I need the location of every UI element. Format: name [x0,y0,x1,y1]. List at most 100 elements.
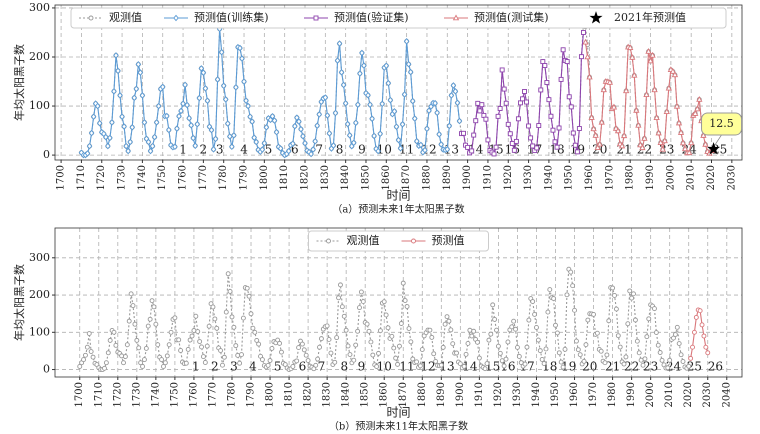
data-point [671,71,679,78]
data-point [233,343,239,349]
callout-arrow [715,134,722,145]
data-point [444,314,450,320]
data-point [328,350,334,356]
data-point [199,344,204,350]
data-point [247,113,253,121]
x-tick-label: 2000 [665,165,676,190]
cycle-label: 12 [420,360,435,374]
data-point [180,100,186,107]
data-point [703,344,709,350]
data-point [193,313,199,319]
data-point [261,139,268,147]
data-point [117,92,123,99]
data-point [522,361,528,367]
cycle-label: 23 [659,143,674,157]
data-point [138,360,144,366]
x-tick-label: 1700 [56,165,67,190]
data-point [686,363,692,369]
x-tick-label: 1740 [150,382,161,407]
data-point [224,120,231,127]
data-point [347,352,353,357]
data-point [446,318,452,324]
data-point [598,348,604,354]
data-point [688,139,695,146]
data-point [245,102,251,110]
data-point [90,354,96,360]
legend-marker [173,14,179,22]
data-point [251,134,257,141]
data-point [591,311,597,317]
data-point [253,138,260,146]
data-point [294,114,300,121]
data-point [341,313,347,319]
data-point [351,357,357,363]
data-point [592,131,599,138]
data-point [640,362,646,368]
data-point [495,113,501,119]
data-point [84,150,91,157]
data-point [113,342,119,348]
data-point [627,44,634,50]
data-point [298,125,304,133]
data-point [647,57,654,64]
data-point [212,316,218,322]
data-point [149,142,156,150]
data-point [185,346,191,352]
data-point [436,131,442,138]
cycle-label: 4 [240,143,248,157]
data-point [469,333,475,339]
x-tick-label: 1900 [455,382,466,407]
x-tick-label: 2040 [721,382,732,407]
data-point [661,137,668,144]
data-point [194,120,201,128]
data-point [305,358,311,363]
data-point [497,350,503,356]
data-point [566,94,572,100]
data-point [109,119,115,126]
data-point [277,340,283,346]
data-point [248,311,254,317]
data-point [461,363,467,369]
data-point [121,123,127,130]
data-point [675,119,683,126]
data-point [665,365,671,371]
data-point [620,132,628,139]
data-point [317,344,322,350]
data-point [424,125,430,133]
data-point [149,298,155,304]
data-point [314,122,320,130]
x-tick-label: 2030 [726,165,737,190]
data-point [404,304,410,309]
data-point [499,67,505,73]
data-point [353,119,359,127]
data-point [524,344,530,350]
data-point [432,99,438,107]
data-point [631,291,636,297]
data-point [484,361,490,367]
data-point [334,57,341,64]
x-tick-label: 1980 [625,165,636,190]
data-point [444,146,451,153]
data-point [130,303,136,309]
data-point [471,132,477,138]
data-point [145,323,151,329]
x-tick-label: 1840 [340,165,351,190]
x-tick-label: 1710 [76,165,87,190]
data-point [184,101,190,109]
data-point [86,331,92,336]
data-point [134,337,140,343]
data-point [598,118,605,125]
data-point [657,139,664,146]
data-point [692,110,699,116]
data-point [532,311,538,317]
data-point [376,350,381,356]
data-point [623,354,629,360]
data-point [168,329,174,335]
data-point [301,347,307,353]
x-tick-label: 1890 [436,382,447,407]
data-point [143,345,149,351]
data-point [229,143,235,151]
data-point [374,364,380,369]
data-point [202,85,209,92]
data-point [665,84,672,91]
